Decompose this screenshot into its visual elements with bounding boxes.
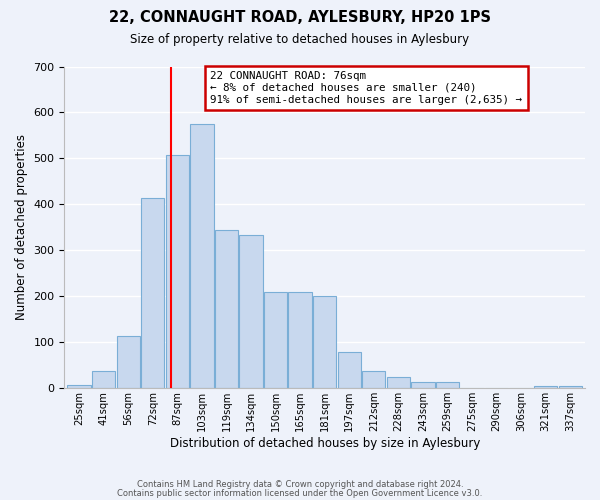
- Bar: [215, 230, 238, 388]
- Text: Size of property relative to detached houses in Aylesbury: Size of property relative to detached ho…: [130, 32, 470, 46]
- Bar: [116, 336, 140, 388]
- Bar: [264, 292, 287, 388]
- Bar: [141, 198, 164, 388]
- Text: Contains public sector information licensed under the Open Government Licence v3: Contains public sector information licen…: [118, 488, 482, 498]
- Bar: [534, 386, 557, 388]
- Bar: [362, 372, 385, 388]
- Bar: [338, 352, 361, 389]
- Y-axis label: Number of detached properties: Number of detached properties: [15, 134, 28, 320]
- Bar: [411, 382, 434, 388]
- X-axis label: Distribution of detached houses by size in Aylesbury: Distribution of detached houses by size …: [170, 437, 480, 450]
- Bar: [67, 384, 91, 388]
- Bar: [313, 296, 337, 388]
- Bar: [190, 124, 214, 388]
- Bar: [166, 155, 189, 388]
- Text: 22 CONNAUGHT ROAD: 76sqm
← 8% of detached houses are smaller (240)
91% of semi-d: 22 CONNAUGHT ROAD: 76sqm ← 8% of detache…: [210, 72, 522, 104]
- Bar: [436, 382, 459, 388]
- Bar: [387, 377, 410, 388]
- Text: 22, CONNAUGHT ROAD, AYLESBURY, HP20 1PS: 22, CONNAUGHT ROAD, AYLESBURY, HP20 1PS: [109, 10, 491, 25]
- Bar: [559, 386, 582, 388]
- Text: Contains HM Land Registry data © Crown copyright and database right 2024.: Contains HM Land Registry data © Crown c…: [137, 480, 463, 489]
- Bar: [289, 292, 312, 388]
- Bar: [92, 372, 115, 388]
- Bar: [239, 235, 263, 388]
